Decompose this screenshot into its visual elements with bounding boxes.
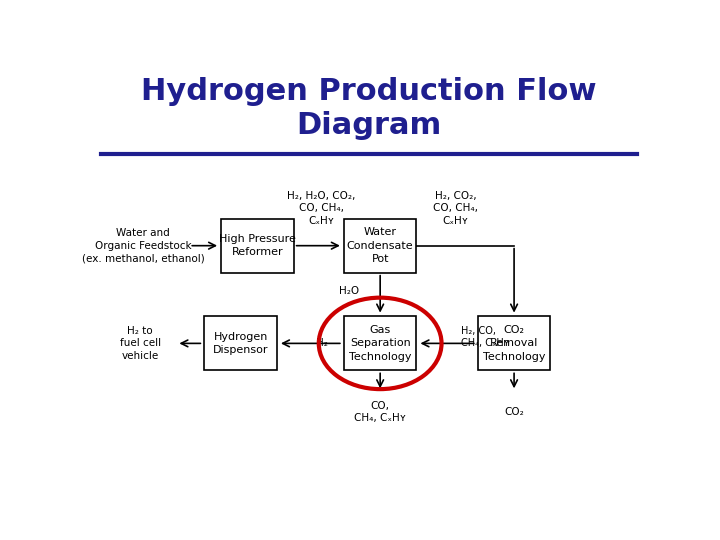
Text: H₂O: H₂O [339,286,359,296]
Text: High Pressure
Reformer: High Pressure Reformer [219,234,296,257]
Bar [204,316,277,370]
Bar [344,316,416,370]
Bar [221,219,294,273]
Text: H₂, H₂O, CO₂,
CO, CH₄,
CₓHʏ: H₂, H₂O, CO₂, CO, CH₄, CₓHʏ [287,191,356,226]
Bar [478,316,550,370]
Text: H₂, CO,
CH₄, CₓHʏ: H₂, CO, CH₄, CₓHʏ [461,326,510,348]
Text: Hydrogen Production Flow
Diagram: Hydrogen Production Flow Diagram [141,77,597,140]
Text: Hydrogen
Dispensor: Hydrogen Dispensor [213,332,269,355]
Text: CO₂
Removal
Technology: CO₂ Removal Technology [483,325,545,362]
Bar [344,219,416,273]
Text: Water
Condensate
Pot: Water Condensate Pot [347,227,413,264]
Text: H₂, CO₂,
CO, CH₄,
CₓHʏ: H₂, CO₂, CO, CH₄, CₓHʏ [433,191,478,226]
Text: Water and
Organic Feedstock
(ex. methanol, ethanol): Water and Organic Feedstock (ex. methano… [81,228,204,263]
Text: CO,
CH₄, CₓHʏ: CO, CH₄, CₓHʏ [354,401,406,423]
Text: Gas
Separation
Technology: Gas Separation Technology [349,325,411,362]
Text: CO₂: CO₂ [504,407,524,417]
Text: H₂ to
fuel cell
vehicle: H₂ to fuel cell vehicle [120,326,161,361]
Text: H₂: H₂ [315,339,328,348]
